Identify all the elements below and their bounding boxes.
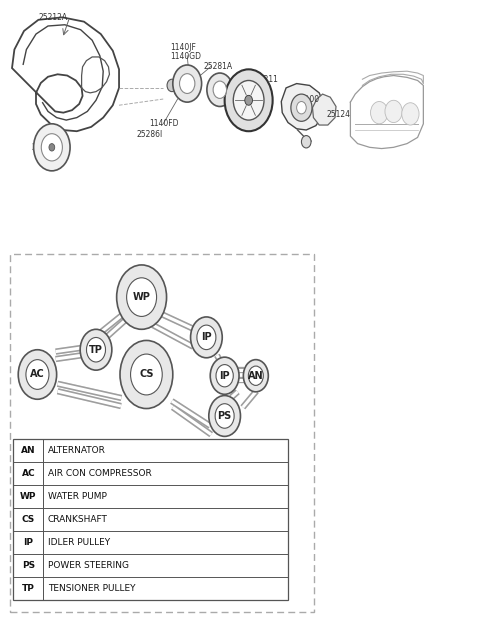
Text: IP: IP <box>24 538 33 547</box>
Circle shape <box>233 80 264 120</box>
Circle shape <box>216 365 233 387</box>
Circle shape <box>131 354 162 395</box>
Circle shape <box>243 360 268 392</box>
Text: 1140GD: 1140GD <box>170 53 202 61</box>
Text: 1140FD: 1140FD <box>149 119 178 128</box>
Circle shape <box>127 278 156 316</box>
Circle shape <box>191 317 222 358</box>
Text: AIR CON COMPRESSOR: AIR CON COMPRESSOR <box>48 469 152 478</box>
Text: CRANKSHAFT: CRANKSHAFT <box>48 515 108 524</box>
Text: TP: TP <box>89 345 103 355</box>
Circle shape <box>371 102 388 124</box>
Circle shape <box>120 340 173 409</box>
Text: AN: AN <box>21 446 36 456</box>
Text: PS: PS <box>217 411 232 421</box>
Circle shape <box>402 103 419 125</box>
Circle shape <box>215 404 234 428</box>
Text: IDLER PULLEY: IDLER PULLEY <box>48 538 110 547</box>
Text: IP: IP <box>219 371 230 381</box>
Text: WP: WP <box>20 492 36 501</box>
Text: ALTERNATOR: ALTERNATOR <box>48 446 106 456</box>
Circle shape <box>385 100 402 123</box>
Circle shape <box>86 337 106 362</box>
Polygon shape <box>312 94 336 125</box>
Circle shape <box>207 73 233 106</box>
Text: TP: TP <box>22 584 35 593</box>
Circle shape <box>245 95 252 105</box>
Bar <box>13 439 288 600</box>
Circle shape <box>213 81 227 98</box>
Circle shape <box>49 144 55 151</box>
Circle shape <box>34 124 70 171</box>
Text: AC: AC <box>30 370 45 379</box>
Circle shape <box>173 65 202 102</box>
Circle shape <box>18 350 57 399</box>
Circle shape <box>41 134 62 161</box>
Text: TENSIONER PULLEY: TENSIONER PULLEY <box>48 584 135 593</box>
Circle shape <box>117 265 167 329</box>
Circle shape <box>80 329 112 370</box>
Circle shape <box>209 396 240 436</box>
Circle shape <box>180 74 195 93</box>
Circle shape <box>167 79 177 92</box>
Circle shape <box>291 94 312 121</box>
Text: CS: CS <box>22 515 35 524</box>
Circle shape <box>225 69 273 131</box>
Text: 25281A: 25281A <box>204 62 233 71</box>
Text: 25211: 25211 <box>254 75 278 84</box>
Text: WP: WP <box>132 292 151 302</box>
Bar <box>10 254 314 612</box>
Circle shape <box>301 136 311 148</box>
Text: 25100: 25100 <box>295 95 319 103</box>
Text: AN: AN <box>248 371 264 381</box>
Text: 25286I: 25286I <box>137 130 163 139</box>
Text: AC: AC <box>22 469 35 478</box>
Text: 25212A: 25212A <box>38 13 68 22</box>
Text: PS: PS <box>22 561 35 570</box>
Text: WATER PUMP: WATER PUMP <box>48 492 107 501</box>
Text: CS: CS <box>139 370 154 379</box>
Text: 25285F: 25285F <box>31 143 60 152</box>
Circle shape <box>197 325 216 350</box>
Text: POWER STEERING: POWER STEERING <box>48 561 129 570</box>
Circle shape <box>297 102 306 114</box>
Text: 25124: 25124 <box>326 110 350 119</box>
Text: 1140JF: 1140JF <box>170 43 196 52</box>
Text: IP: IP <box>201 332 212 342</box>
Circle shape <box>210 357 239 394</box>
Circle shape <box>26 360 49 389</box>
Circle shape <box>248 366 264 386</box>
Polygon shape <box>281 84 324 130</box>
